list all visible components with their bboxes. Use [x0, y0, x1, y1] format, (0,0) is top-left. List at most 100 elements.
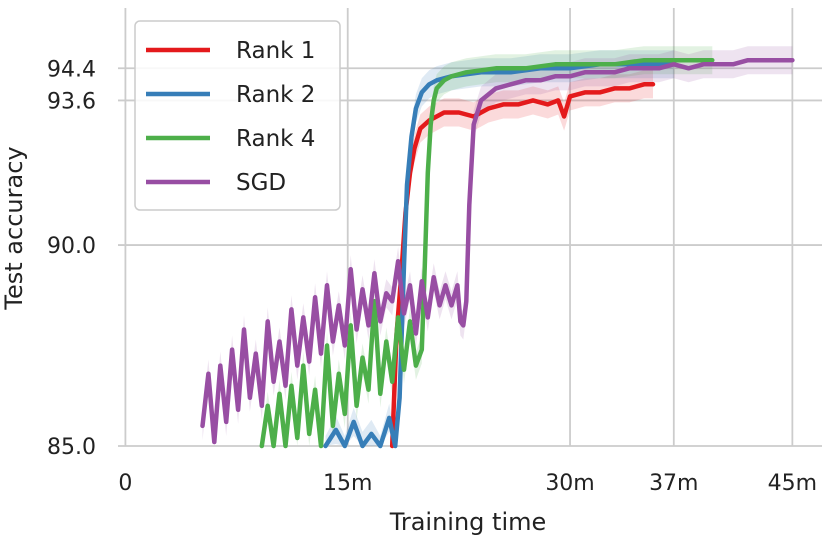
data-point — [272, 445, 274, 447]
x-tick-label: 0 — [118, 471, 132, 496]
data-point — [353, 421, 355, 423]
data-point — [584, 91, 586, 93]
data-point — [438, 304, 440, 306]
data-point — [338, 304, 340, 306]
data-point — [444, 284, 446, 286]
data-point — [320, 352, 322, 354]
x-tick-label: 15m — [323, 471, 372, 496]
data-point — [403, 264, 405, 266]
x-tick-label: 37m — [649, 471, 698, 496]
data-point — [355, 405, 357, 407]
data-point — [324, 445, 326, 447]
legend-label: Rank 4 — [236, 126, 315, 152]
data-point — [350, 324, 352, 326]
x-axis-ticks: 0 15m 30m 37m 45m — [118, 471, 817, 496]
data-point — [296, 437, 298, 439]
data-point — [379, 445, 381, 447]
legend-label: SGD — [236, 170, 286, 196]
data-point — [487, 107, 489, 109]
data-point — [261, 445, 263, 447]
legend-label: Rank 1 — [236, 38, 315, 64]
data-point — [344, 445, 346, 447]
data-point — [249, 397, 251, 399]
data-point — [687, 67, 689, 69]
data-point — [314, 389, 316, 391]
data-point — [456, 284, 458, 286]
data-point — [458, 111, 460, 113]
data-point — [267, 320, 269, 322]
data-point — [658, 63, 660, 65]
data-point — [403, 312, 405, 314]
data-point — [361, 356, 363, 358]
data-point — [428, 83, 430, 85]
data-point — [762, 59, 764, 61]
data-point — [403, 369, 405, 371]
data-point — [524, 79, 526, 81]
data-point — [473, 123, 475, 125]
data-point — [427, 172, 429, 174]
data-point — [302, 364, 304, 366]
data-point — [255, 352, 257, 354]
data-point — [599, 71, 601, 73]
data-point — [344, 413, 346, 415]
data-point — [409, 320, 411, 322]
data-point — [652, 83, 654, 85]
data-point — [267, 405, 269, 407]
data-point — [415, 107, 417, 109]
data-point — [367, 389, 369, 391]
legend: Rank 1 Rank 2 Rank 4 SGD — [134, 20, 341, 211]
data-point — [385, 292, 387, 294]
series-line-rank-2 — [323, 62, 677, 449]
data-point — [430, 123, 432, 125]
data-point — [296, 364, 298, 366]
y-tick-label: 94.4 — [47, 57, 96, 82]
data-point — [532, 99, 534, 101]
data-point — [554, 63, 556, 65]
data-point — [361, 445, 363, 447]
data-point — [410, 135, 412, 137]
data-point — [539, 79, 541, 81]
legend-box — [134, 20, 341, 211]
data-point — [495, 67, 497, 69]
series-lines — [200, 57, 795, 449]
data-point — [207, 373, 209, 375]
data-point — [443, 79, 445, 81]
data-point — [335, 429, 337, 431]
data-point — [510, 83, 512, 85]
data-point — [391, 300, 393, 302]
data-point — [584, 71, 586, 73]
data-point — [658, 67, 660, 69]
data-point — [673, 59, 675, 61]
data-point — [613, 71, 615, 73]
data-point — [388, 417, 390, 419]
data-point — [569, 95, 571, 97]
data-point — [243, 328, 245, 330]
data-point — [394, 445, 396, 447]
x-axis-label: Training time — [389, 508, 547, 536]
data-point — [517, 103, 519, 105]
data-point — [436, 79, 438, 81]
data-point — [308, 360, 310, 362]
data-point — [524, 67, 526, 69]
data-point — [495, 87, 497, 89]
data-point — [450, 304, 452, 306]
data-point — [415, 364, 417, 366]
data-point — [480, 99, 482, 101]
data-point — [628, 87, 630, 89]
data-point — [361, 288, 363, 290]
data-point — [406, 184, 408, 186]
data-point — [373, 272, 375, 274]
data-point — [776, 59, 778, 61]
data-point — [510, 71, 512, 73]
series-line-sgd — [200, 57, 795, 445]
data-point — [367, 324, 369, 326]
data-point — [462, 324, 464, 326]
data-point — [332, 340, 334, 342]
data-point — [225, 421, 227, 423]
data-point — [415, 332, 417, 334]
data-point — [370, 433, 372, 435]
y-axis-label: Test accuracy — [0, 146, 28, 310]
data-point — [421, 348, 423, 350]
data-point — [391, 381, 393, 383]
data-point — [569, 75, 571, 77]
